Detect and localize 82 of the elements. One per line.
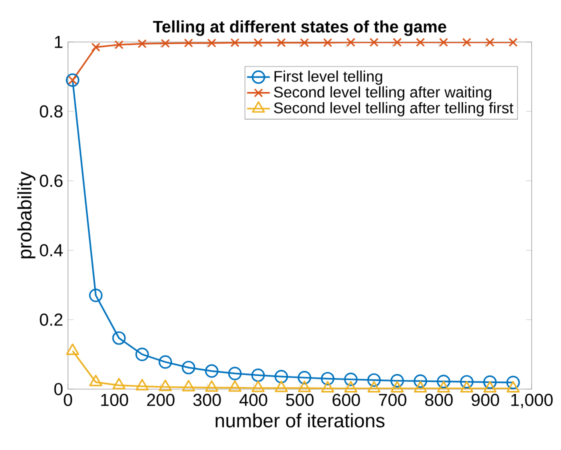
point — [182, 380, 196, 392]
point — [506, 381, 520, 393]
point — [160, 39, 170, 48]
x-tick-label: 700 — [379, 394, 406, 406]
point — [346, 38, 356, 47]
point — [89, 288, 103, 302]
legend-label: Second level telling after waiting — [274, 86, 492, 101]
point — [158, 355, 172, 369]
point — [320, 372, 334, 386]
chart-title: Telling at different states of the game — [153, 20, 446, 36]
point — [138, 39, 147, 48]
point — [252, 380, 265, 392]
point — [483, 376, 497, 390]
x-tick-label: 800 — [425, 394, 453, 406]
point — [205, 380, 218, 392]
point — [204, 364, 218, 378]
point — [436, 374, 450, 388]
point — [392, 38, 402, 47]
point — [228, 366, 242, 380]
point — [414, 374, 428, 388]
x-tick-label: 0 — [64, 394, 72, 406]
point — [66, 344, 80, 356]
point — [460, 381, 474, 393]
point — [298, 371, 312, 385]
x-tick-label: 900 — [472, 394, 500, 406]
legend-label: Second level telling after telling first — [274, 102, 514, 116]
y-axis-title: probability — [17, 172, 36, 258]
point — [112, 331, 126, 345]
x-tick-label: 600 — [332, 394, 360, 406]
point — [462, 38, 472, 47]
point — [460, 375, 474, 389]
point — [276, 38, 286, 48]
point — [230, 38, 240, 48]
x-tick-label: 400 — [239, 394, 268, 406]
point — [300, 38, 309, 48]
point — [390, 381, 404, 393]
point — [112, 378, 126, 390]
point — [416, 38, 425, 47]
point — [483, 381, 496, 393]
point — [344, 372, 358, 386]
point — [251, 368, 265, 382]
x-tick-label: 200 — [147, 394, 174, 406]
point — [344, 381, 358, 393]
point — [254, 38, 263, 48]
point — [367, 373, 381, 387]
point — [207, 38, 216, 48]
x-axis-title: number of iterations — [216, 413, 384, 428]
y-tick-label: 1 — [54, 36, 62, 48]
y-tick-label: 0.4 — [40, 244, 63, 257]
point — [114, 40, 124, 50]
x-tick-label: 100 — [101, 394, 128, 406]
point — [506, 376, 520, 390]
point — [390, 374, 404, 388]
point — [184, 38, 194, 48]
y-tick-label: 0.6 — [40, 174, 63, 188]
y-tick-label: 0.8 — [40, 105, 63, 118]
point — [298, 380, 311, 392]
point — [439, 38, 448, 47]
point — [91, 42, 100, 52]
point — [323, 38, 332, 48]
point — [368, 381, 381, 393]
point — [414, 381, 427, 393]
x-tick-label: 500 — [286, 394, 314, 406]
x-tick-label: 1,000 — [511, 394, 553, 408]
legend-label: First level telling — [274, 70, 382, 85]
y-tick-label: 0 — [54, 383, 63, 396]
point — [228, 380, 242, 392]
point — [321, 381, 334, 393]
x-tick-label: 300 — [193, 394, 221, 406]
point — [437, 381, 450, 393]
y-tick-label: 0.2 — [40, 314, 62, 326]
point — [274, 370, 288, 384]
point — [182, 360, 196, 374]
point — [274, 380, 288, 392]
point — [89, 374, 102, 386]
point — [485, 38, 494, 47]
point — [508, 38, 518, 47]
point — [66, 74, 80, 88]
point — [135, 348, 149, 362]
point — [136, 379, 149, 391]
point — [158, 380, 172, 392]
point — [370, 38, 379, 47]
